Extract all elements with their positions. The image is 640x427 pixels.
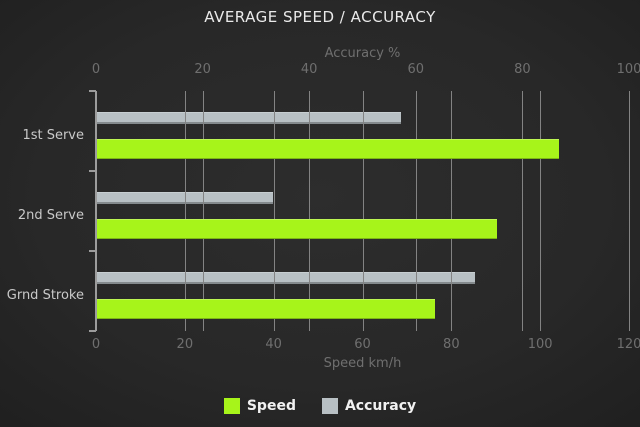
speed-gridline [540,91,542,331]
top-axis-tick-label: 100 [616,62,640,77]
top-axis-title: Accuracy % [324,46,401,61]
bottom-axis-tick-label: 60 [354,337,371,352]
speed-swatch-icon [223,398,240,414]
bottom-axis-tick-label: 100 [527,337,553,352]
category-label: 2nd Serve [17,208,84,223]
top-axis-tick-label: 60 [407,62,425,77]
bottom-axis-tick-label: 80 [443,337,460,352]
y-axis-tick [89,330,96,332]
top-axis-tick-label: 80 [514,62,531,77]
speed-bar [97,219,497,239]
accuracy-gridline [309,91,311,331]
accuracy-gridline [202,91,204,331]
bottom-axis-title: Speed km/h [323,356,402,371]
y-axis-line [95,91,97,331]
bottom-axis-tick-label: 20 [176,337,194,352]
bottom-axis-tick-label: 40 [265,337,282,352]
category-label: 1st Serve [22,128,84,143]
legend-item-accuracy: Accuracy [321,398,417,414]
speed-gridline [184,91,186,331]
accuracy-gridline [522,91,524,331]
speed-gridline [362,91,364,331]
legend: Speed Accuracy [0,398,640,414]
speed-gridline [273,91,275,331]
speed-bar [97,299,435,319]
top-axis-tick-label: 20 [194,62,211,77]
y-axis-tick [89,90,96,92]
top-axis-tick-label: 0 [91,62,101,77]
top-axis-tick-label: 40 [300,62,318,77]
accuracy-bar [97,272,475,284]
speed-gridline [451,91,453,331]
speed-gridline [629,91,630,331]
category-label: Grnd Stroke [6,288,84,303]
chart-title: AVERAGE SPEED / ACCURACY [204,8,436,26]
y-axis-tick [89,250,96,252]
legend-item-speed: Speed [223,398,296,414]
accuracy-bar [97,112,401,124]
bottom-axis-tick-label: 0 [91,337,101,352]
bottom-axis-tick-label: 120 [616,337,640,352]
y-axis-tick [89,170,96,172]
speed-bar [97,139,559,159]
accuracy-gridline [415,91,417,331]
legend-label: Accuracy [344,398,417,414]
accuracy-swatch-icon [321,398,338,414]
legend-label: Speed [246,398,296,414]
